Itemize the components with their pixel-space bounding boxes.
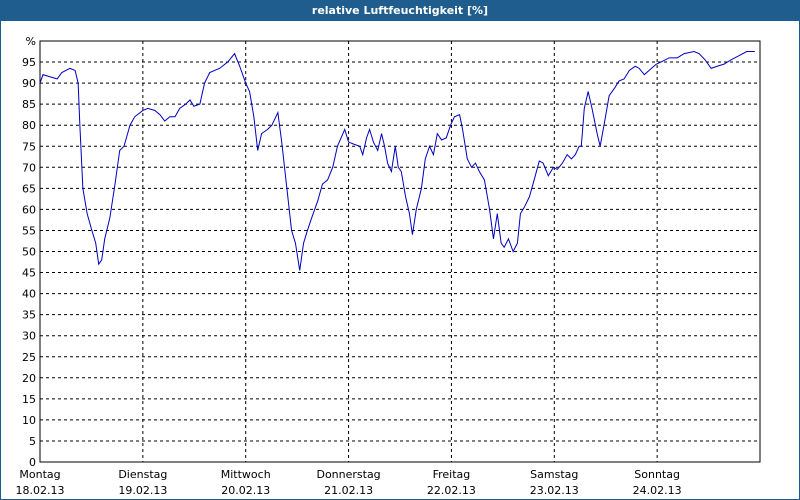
y-tick-label: 25: [22, 351, 36, 364]
y-tick-label: 20: [22, 372, 36, 385]
x-tick-date: 19.02.13: [118, 484, 167, 497]
x-tick-label: Sonntag: [634, 468, 680, 481]
x-tick-date: 18.02.13: [16, 484, 65, 497]
x-tick-label: Montag: [19, 468, 60, 481]
y-tick-label: 30: [22, 330, 36, 343]
y-tick-label: 55: [22, 224, 36, 237]
y-tick-label: 65: [22, 182, 36, 195]
x-tick-date: 20.02.13: [221, 484, 270, 497]
y-tick-label: 50: [22, 246, 36, 259]
y-tick-label: 85: [22, 98, 36, 111]
y-tick-label: %: [26, 35, 36, 48]
y-tick-label: 70: [22, 161, 36, 174]
y-tick-label: 40: [22, 288, 36, 301]
x-tick-date: 21.02.13: [324, 484, 373, 497]
y-tick-label: 0: [29, 456, 36, 469]
x-tick-label: Mittwoch: [221, 468, 271, 481]
x-tick-label: Samstag: [530, 468, 578, 481]
title-bar: [0, 0, 800, 21]
y-tick-label: 75: [22, 140, 36, 153]
chart-title: relative Luftfeuchtigkeit [%]: [312, 4, 488, 17]
y-tick-label: 80: [22, 119, 36, 132]
y-tick-label: 90: [22, 77, 36, 90]
y-tick-label: 95: [22, 56, 36, 69]
x-tick-label: Freitag: [433, 468, 471, 481]
x-tick-date: 24.02.13: [633, 484, 682, 497]
x-tick-label: Dienstag: [118, 468, 167, 481]
x-tick-label: Donnerstag: [316, 468, 380, 481]
y-tick-label: 35: [22, 309, 36, 322]
x-tick-date: 23.02.13: [530, 484, 579, 497]
y-tick-label: 15: [22, 393, 36, 406]
y-tick-label: 60: [22, 203, 36, 216]
y-tick-label: 10: [22, 414, 36, 427]
y-tick-label: 45: [22, 267, 36, 280]
x-tick-date: 22.02.13: [427, 484, 476, 497]
data-line: [39, 51, 755, 271]
y-tick-label: 5: [29, 435, 36, 448]
